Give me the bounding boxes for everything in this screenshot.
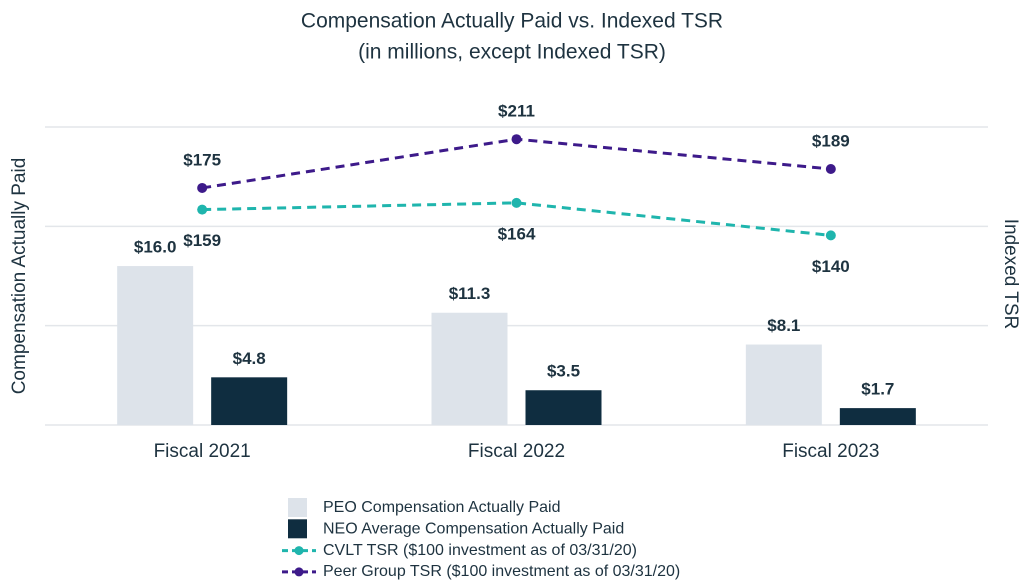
- bar: [745, 344, 822, 425]
- bar: [431, 312, 508, 425]
- legend-marker: [294, 567, 304, 577]
- marker: [197, 204, 208, 215]
- data-label: $3.5: [547, 362, 580, 381]
- legend-label: Peer Group TSR ($100 investment as of 03…: [323, 563, 680, 580]
- data-label: $1.7: [861, 380, 894, 399]
- data-label: $4.8: [233, 349, 266, 368]
- y2-axis-label: Indexed TSR: [1000, 219, 1021, 330]
- legend-label: CVLT TSR ($100 investment as of 03/31/20…: [323, 542, 637, 559]
- data-label: $175: [183, 150, 221, 169]
- data-label: $159: [183, 231, 221, 250]
- legend-marker: [294, 546, 304, 556]
- data-label: $211: [498, 102, 535, 121]
- line: [201, 137, 831, 190]
- chart-title: Compensation Actually Paid vs. Indexed T…: [301, 10, 723, 33]
- bar: [117, 266, 194, 425]
- bar: [525, 390, 602, 425]
- data-label: $11.3: [449, 284, 491, 303]
- data-label: $164: [498, 224, 536, 243]
- marker: [825, 230, 836, 241]
- marker: [511, 134, 522, 145]
- line: [202, 201, 831, 237]
- data-label: $189: [812, 131, 850, 150]
- marker: [511, 197, 522, 208]
- marker: [197, 182, 208, 193]
- data-label: $8.1: [767, 316, 800, 335]
- x-tick-label: Fiscal 2022: [468, 441, 565, 462]
- data-label: $16.0: [134, 238, 177, 257]
- bar: [839, 408, 916, 425]
- bar: [211, 377, 288, 425]
- legend-swatch: [288, 519, 307, 539]
- x-tick-label: Fiscal 2021: [154, 441, 251, 462]
- legend-swatch: [288, 498, 307, 517]
- data-label: $140: [812, 257, 850, 276]
- legend-label: NEO Average Compensation Actually Paid: [323, 521, 624, 538]
- marker: [825, 163, 836, 174]
- y-axis-label: Compensation Actually Paid: [9, 158, 30, 395]
- legend-label: PEO Compensation Actually Paid: [323, 499, 560, 516]
- chart-subtitle: (in millions, except Indexed TSR): [358, 41, 666, 64]
- x-tick-label: Fiscal 2023: [782, 441, 879, 462]
